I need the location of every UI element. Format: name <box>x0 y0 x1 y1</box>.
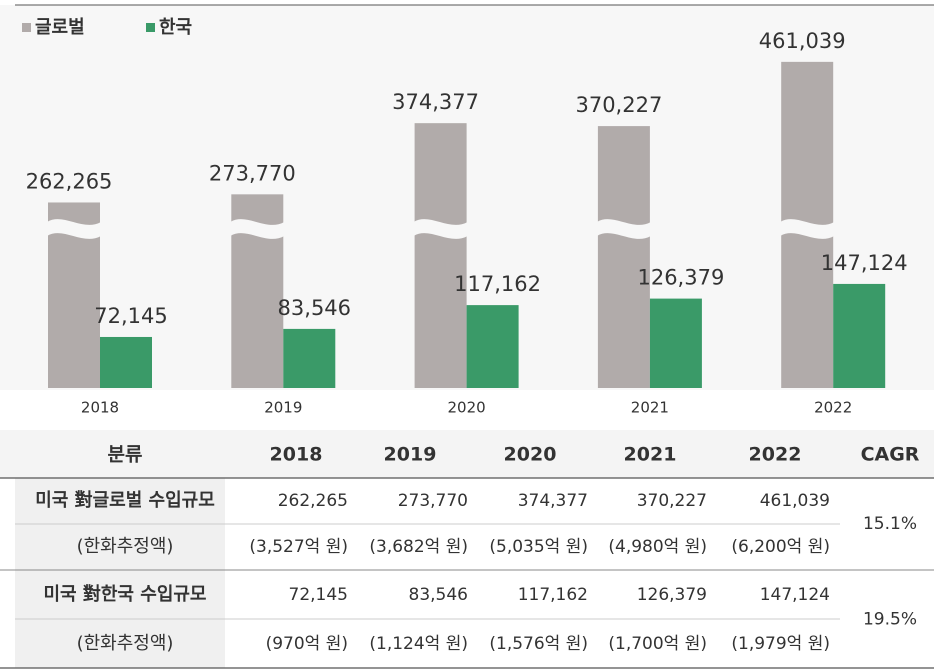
row-label: 미국 對글로벌 수입규모 <box>35 489 215 511</box>
table-cell: 262,265 <box>278 491 348 511</box>
value-label: 83,546 <box>278 296 351 320</box>
cagr-cell: 15.1% <box>863 514 917 534</box>
table-cell: (1,576억 원) <box>489 634 588 654</box>
first-column-bg <box>15 478 225 668</box>
table-cell: (1,979억 원) <box>731 634 830 654</box>
value-label: 126,379 <box>637 266 724 290</box>
bar <box>649 298 702 388</box>
table-header: CAGR <box>861 444 920 466</box>
legend-swatch <box>146 23 155 32</box>
table-cell: 370,227 <box>637 491 707 511</box>
axis-break <box>47 219 101 239</box>
row-label: (한화추정액) <box>77 633 174 654</box>
axis-break <box>780 219 835 239</box>
x-tick-label: 2019 <box>264 399 302 417</box>
row-label: 미국 對한국 수입규모 <box>43 583 206 605</box>
x-tick-label: 2021 <box>631 399 669 417</box>
value-label: 117,162 <box>454 272 541 296</box>
table-cell: 126,379 <box>637 585 707 605</box>
value-label: 370,227 <box>575 93 662 117</box>
table-header-bg <box>0 430 934 478</box>
table-cell: 83,546 <box>409 585 468 605</box>
table-header: 2020 <box>504 444 557 466</box>
legend-label: 글로벌 <box>35 17 85 38</box>
value-label: 147,124 <box>821 251 908 275</box>
table-cell: (1,124억 원) <box>369 634 468 654</box>
legend-label: 한국 <box>159 17 192 38</box>
table-cell: 374,377 <box>518 491 588 511</box>
value-label: 262,265 <box>26 169 113 193</box>
table-cell: (5,035억 원) <box>489 537 588 557</box>
bar <box>414 123 467 388</box>
table-cell: 72,145 <box>289 585 348 605</box>
table-cell: 117,162 <box>518 585 588 605</box>
table-header: 2019 <box>384 444 437 466</box>
axis-break <box>230 219 285 239</box>
value-label: 461,039 <box>759 29 846 53</box>
table-cell: (3,682억 원) <box>369 537 468 557</box>
value-label: 72,145 <box>94 304 167 328</box>
bar <box>466 305 519 388</box>
cagr-cell: 19.5% <box>863 610 917 630</box>
table-cell: (4,980억 원) <box>608 537 707 557</box>
value-label: 273,770 <box>209 161 296 185</box>
table-cell: (3,527억 원) <box>249 537 348 557</box>
row-label: (한화추정액) <box>77 536 174 557</box>
value-label: 374,377 <box>392 90 479 114</box>
x-tick-label: 2022 <box>814 399 852 417</box>
bar <box>283 328 336 388</box>
x-tick-label: 2020 <box>448 399 486 417</box>
table-cell: 461,039 <box>760 491 830 511</box>
table-cell: (970억 원) <box>266 634 348 654</box>
table-header: 2018 <box>270 444 323 466</box>
table-cell: 147,124 <box>760 585 830 605</box>
table-cell: 273,770 <box>398 491 468 511</box>
bar <box>100 336 152 388</box>
x-tick-label: 2018 <box>81 399 119 417</box>
table-cell: (1,700억 원) <box>608 634 707 654</box>
table-header: 2022 <box>749 444 802 466</box>
bar <box>833 283 886 388</box>
axis-break <box>413 219 468 239</box>
axis-break <box>596 219 651 239</box>
bar <box>597 126 650 388</box>
table-cell: (6,200억 원) <box>731 537 830 557</box>
legend-swatch <box>22 23 31 32</box>
table-header: 분류 <box>108 444 143 466</box>
table-header: 2021 <box>624 444 677 466</box>
